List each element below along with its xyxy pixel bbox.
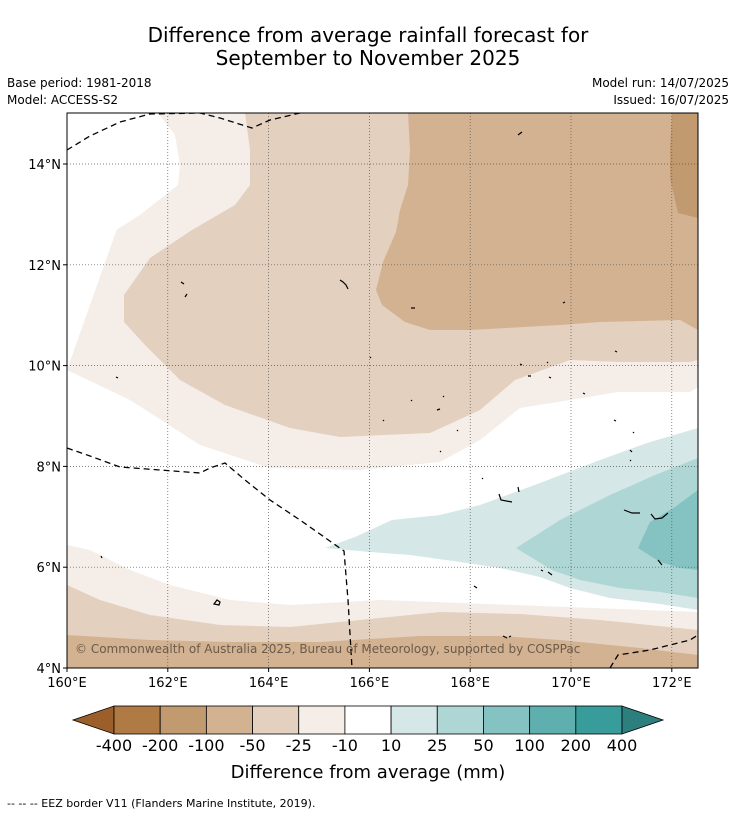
eez-footnote: -- -- -- EEZ border V11 (Flanders Marine… [7, 797, 316, 810]
lat-label: 6°N [37, 561, 62, 576]
colorbar-swatch [436, 705, 484, 735]
longitude-labels: 160°E 162°E 164°E 166°E 168°E 170°E 172°E [47, 676, 691, 691]
map-title-line-1: Difference from average rainfall forecas… [147, 23, 589, 47]
islands [100, 131, 669, 639]
eez-border-southeast [609, 634, 698, 668]
model-run-date: Model run: 14/07/2025 [591, 76, 729, 90]
colorbar-swatch [575, 705, 623, 735]
colorbar-tick-label: 400 [606, 736, 638, 755]
contour-band-south-minus50 [67, 635, 698, 668]
colorbar-tick-label: 100 [514, 736, 545, 755]
lon-label: 172°E [652, 676, 692, 691]
colorbar-tick-label: 25 [427, 736, 448, 755]
colorbar-title: Difference from average (mm) [230, 762, 506, 783]
colorbar-tick-label: -25 [285, 736, 312, 755]
eez-border-west [67, 447, 353, 668]
colorbar-swatch [298, 705, 346, 735]
island [115, 376, 119, 379]
island [212, 599, 221, 606]
contour-band-plus50 [638, 490, 698, 570]
model-name: Model: ACCESS-S2 [7, 93, 119, 107]
contour-fills [67, 113, 698, 668]
contour-band-plus25 [516, 458, 698, 598]
lon-label: 164°E [249, 676, 289, 691]
island [180, 281, 188, 298]
lat-label: 8°N [37, 460, 62, 475]
lon-label: 162°E [148, 676, 188, 691]
lon-label: 160°E [47, 676, 87, 691]
island [498, 486, 520, 503]
lat-label: 10°N [28, 360, 61, 375]
colorbar-tick-label: -100 [188, 736, 225, 755]
colorbar-swatch [205, 705, 253, 735]
colorbar-swatch [159, 705, 207, 735]
colorbar-tick-label: 10 [380, 736, 402, 755]
colorbar-swatch [529, 705, 577, 735]
island [540, 559, 663, 576]
lat-label: 14°N [28, 158, 61, 173]
map-frame [66, 112, 699, 669]
island [517, 131, 523, 136]
lon-label: 170°E [551, 676, 591, 691]
island [623, 509, 669, 520]
colorbar [71, 705, 665, 735]
colorbar-swatch [344, 705, 392, 735]
island [582, 350, 635, 434]
issued-date: Issued: 16/07/2025 [613, 93, 729, 107]
lon-label: 166°E [350, 676, 390, 691]
graticule [67, 113, 698, 668]
colorbar-arrow-low [71, 705, 115, 735]
island [481, 449, 633, 480]
island [410, 395, 445, 411]
island [382, 419, 459, 453]
contour-band-minus50 [376, 113, 698, 330]
contour-band-minus100 [670, 113, 698, 218]
map-title-line-2: September to November 2025 [215, 46, 521, 70]
colorbar-swatch [113, 705, 161, 735]
island [473, 585, 512, 639]
axis-ticks [63, 163, 673, 672]
colorbar-tick-label: -50 [239, 736, 266, 755]
contour-gap-nw [67, 113, 180, 262]
island [339, 279, 349, 290]
island [519, 361, 552, 379]
copyright-notice: © Commonwealth of Australia 2025, Bureau… [75, 642, 580, 656]
lat-label: 12°N [28, 259, 61, 274]
colorbar-tick-label: -400 [95, 736, 133, 755]
island [100, 555, 103, 559]
lat-label: 4°N [37, 662, 62, 677]
colorbar-arrow-high [621, 705, 665, 735]
colorbar-swatch [483, 705, 531, 735]
base-period: Base period: 1981-2018 [7, 76, 152, 90]
colorbar-tick-label: -200 [142, 736, 179, 755]
island [562, 301, 566, 304]
latitude-labels: 4°N 6°N 8°N 10°N 12°N 14°N [28, 158, 61, 677]
colorbar-tick-label: 200 [560, 736, 592, 755]
colorbar-tick-label: -10 [331, 736, 358, 755]
eez-border [67, 113, 698, 668]
lon-label: 168°E [450, 676, 490, 691]
island [369, 356, 372, 359]
colorbar-swatch [390, 705, 438, 735]
colorbar-tick-label: 50 [473, 736, 494, 755]
colorbar-swatch [252, 705, 300, 735]
